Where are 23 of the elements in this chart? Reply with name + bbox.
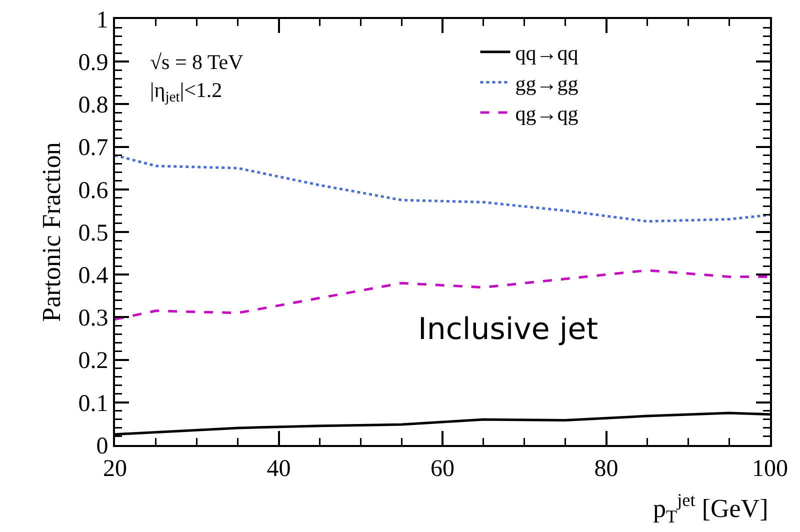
- y-tick-label: 0.6: [78, 178, 108, 204]
- annotation: √s = 8 TeV: [150, 50, 244, 74]
- x-tick-label: 60: [430, 456, 454, 482]
- y-tick-label: 0.7: [78, 135, 108, 162]
- y-tick-label: 0.2: [78, 348, 108, 374]
- annotation: |η$_{jet}$|<1.2: [150, 78, 222, 106]
- y-tick-label: 0.9: [78, 50, 108, 76]
- x-tick-label: 100: [752, 456, 788, 482]
- x-tick-label: 40: [266, 456, 291, 482]
- legend-label: qg→qg: [515, 102, 579, 126]
- y-tick-label: 0.5: [78, 220, 108, 246]
- line-series: [115, 154, 770, 223]
- legend-label: gg→gg: [515, 71, 579, 96]
- annotation: Inclusive jet: [418, 312, 598, 347]
- legend-label: qq→qq: [515, 41, 579, 66]
- y-tick-label: 0.4: [78, 263, 108, 289]
- x-tick-label: 80: [594, 456, 618, 482]
- y-tick-label: 0.1: [78, 390, 108, 417]
- y-tick-label: 1: [96, 7, 108, 34]
- y-tick-label: 0.8: [78, 92, 108, 119]
- x-axis-title: p$_{T}$$^{jet}$ [GeV]: [653, 490, 768, 526]
- y-tick-label: 0.3: [78, 306, 108, 332]
- y-axis-title: Partonic Fraction: [37, 142, 66, 322]
